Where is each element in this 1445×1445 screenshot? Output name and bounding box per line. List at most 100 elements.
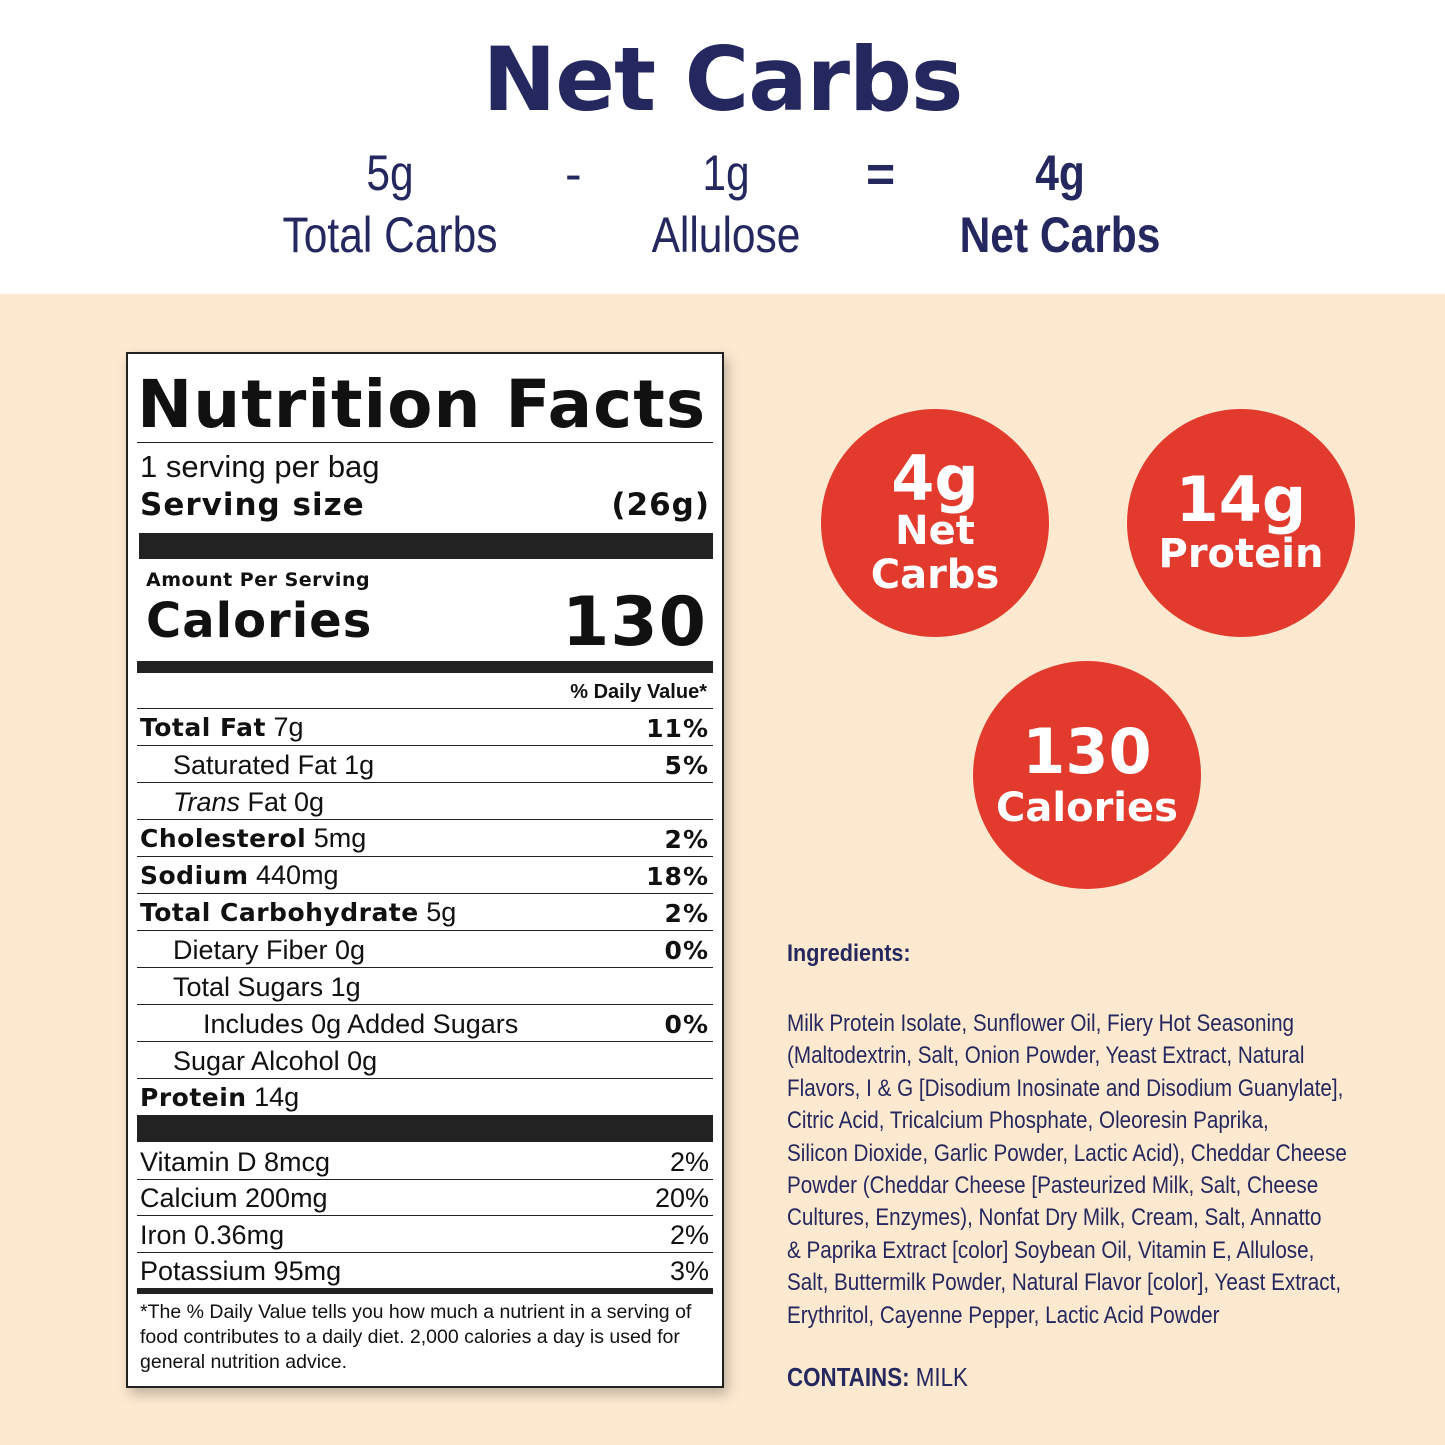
ingredients-heading: Ingredients: xyxy=(787,940,911,967)
nutrient-amount: 440mg xyxy=(256,860,339,890)
nutrient-amount: 5mg xyxy=(313,823,367,853)
nutrient-row: Saturated Fat 1g 5% xyxy=(137,745,713,782)
nutrient-name: Sodium xyxy=(140,861,249,890)
nutrient-name: Total Fat xyxy=(140,713,266,742)
nutrient-name: Cholesterol xyxy=(140,824,307,853)
nutrient-name: Total Sugars 1g xyxy=(173,972,361,1002)
net-carbs-badge: 4g Net Carbs xyxy=(821,409,1049,637)
allulose-term: 1g Allulose xyxy=(599,142,854,266)
equals-sign: = xyxy=(866,146,896,202)
serving-size: Serving size (26g) xyxy=(137,487,713,533)
nutrient-name: Includes 0g Added Sugars xyxy=(203,1009,519,1039)
nutrient-name-cell: Total Fat 7g xyxy=(140,712,304,743)
vitamin-name: Calcium 200mg xyxy=(140,1183,328,1213)
vitamin-daily-value: 20% xyxy=(654,1183,709,1213)
nutrient-daily-value: 5% xyxy=(664,751,709,780)
nutrient-row: Total Fat 7g 11% xyxy=(137,708,713,745)
net-carbs-label: Net Carbs xyxy=(959,207,1161,263)
nutrient-amount: 7g xyxy=(273,712,304,742)
protein-badge: 14g Protein xyxy=(1127,409,1355,637)
nutrient-daily-value: 0% xyxy=(664,1010,709,1039)
nutrient-row: Cholesterol 5mg 2% xyxy=(137,819,713,856)
vitamin-row: Iron 0.36mg 2% xyxy=(137,1215,713,1252)
nutrient-daily-value: 2% xyxy=(664,825,709,854)
vitamin-daily-value: 2% xyxy=(669,1146,709,1177)
nutrient-name-cell: Dietary Fiber 0g xyxy=(140,935,365,965)
ingredients-line: Milk Protein Isolate, Sunflower Oil, Fie… xyxy=(787,1010,1295,1037)
allulose-label: Allulose xyxy=(651,207,801,263)
nutrient-row: Includes 0g Added Sugars 0% xyxy=(137,1004,713,1041)
allergen-statement: CONTAINS: MILK xyxy=(787,1362,968,1393)
vitamin-name: Vitamin D 8mcg xyxy=(140,1146,331,1177)
nutrient-amount: Fat 0g xyxy=(247,787,325,817)
nutrient-row: Dietary Fiber 0g 0% xyxy=(137,930,713,967)
minus-sign: - xyxy=(565,146,582,202)
ingredients-line: & Paprika Extract [color] Soybean Oil, V… xyxy=(787,1236,1315,1264)
net-carbs-header: Net Carbs 5g Total Carbs - 1g Allulose =… xyxy=(0,0,1445,294)
ingredients-line: Citric Acid, Tricalcium Phosphate, Oleor… xyxy=(787,1107,1269,1135)
amount-per-serving: Amount Per Serving xyxy=(146,569,371,591)
ingredients-line: Salt, Buttermilk Powder, Natural Flavor … xyxy=(787,1269,1342,1297)
nutrient-row: Protein 14g xyxy=(137,1078,713,1115)
vitamin-list: Vitamin D 8mcg 2% Calcium 200mg 20% Iron 0.3… xyxy=(137,1142,713,1288)
vitamin-daily-value: 2% xyxy=(669,1219,709,1250)
servings-per-container: 1 serving per bag xyxy=(140,449,380,484)
badge-label: Net Carbs xyxy=(870,508,1000,598)
nutrient-daily-value: 0% xyxy=(664,936,709,965)
allulose-value: 1g xyxy=(702,145,750,201)
calories-value: 130 xyxy=(562,583,707,662)
vitamin-row: Potassium 95mg 3% xyxy=(137,1251,713,1289)
nutrient-name: Protein xyxy=(140,1083,247,1112)
serving-size-value: (26g) xyxy=(611,487,710,523)
vitamin-row: Vitamin D 8mcg 2% xyxy=(137,1142,713,1179)
ingredients-line: Erythritol, Cayenne Pepper, Lactic Acid … xyxy=(787,1301,1220,1329)
nutrient-name: Saturated Fat 1g xyxy=(173,750,375,780)
nutrient-name: Trans xyxy=(173,787,241,817)
total-carbs-term: 5g Total Carbs xyxy=(263,142,518,266)
vitamin-daily-value: 3% xyxy=(669,1256,709,1286)
nutrient-daily-value: 18% xyxy=(646,862,709,891)
nutrient-daily-value: 2% xyxy=(664,899,709,928)
vitamin-name: Iron 0.36mg xyxy=(140,1219,285,1250)
nutrient-name-cell: Protein 14g xyxy=(140,1082,299,1113)
daily-value-header: % Daily Value* xyxy=(570,681,707,703)
contains-value: MILK xyxy=(915,1362,968,1392)
nutrition-facts-title: Nutrition Facts xyxy=(137,366,707,443)
badge-value: 14g xyxy=(1175,463,1307,536)
nutrient-name-cell: Includes 0g Added Sugars xyxy=(140,1009,518,1039)
calories-label: Calories xyxy=(146,593,373,649)
ingredients-line: Powder (Cheddar Cheese [Pasteurized Milk… xyxy=(787,1172,1319,1200)
nutrient-name-cell: Total Sugars 1g xyxy=(140,972,361,1002)
ingredients-line: (Maltodextrin, Salt, Onion Powder, Yeast… xyxy=(787,1042,1305,1070)
ingredients-line: Silicon Dioxide, Garlic Powder, Lactic A… xyxy=(787,1139,1347,1167)
nutrient-name-cell: Sodium 440mg xyxy=(140,860,339,891)
serving-size-label: Serving size xyxy=(140,487,365,523)
nutrient-name-cell: Trans Fat 0g xyxy=(140,787,324,817)
nutrient-name: Dietary Fiber 0g xyxy=(173,935,366,965)
ingredients-line: Flavors, I & G [Disodium Inosinate and D… xyxy=(787,1074,1344,1102)
nutrition-facts-label: Nutrition Facts 1 serving per bag Servin… xyxy=(126,352,724,1388)
ingredients-text: Milk Protein Isolate, Sunflower Oil, Fie… xyxy=(787,1008,1438,1332)
nutrient-daily-value: 11% xyxy=(646,714,709,743)
nutrient-row: Sugar Alcohol 0g xyxy=(137,1041,713,1078)
footnote: *The % Daily Value tells you how much a … xyxy=(140,1301,692,1373)
nutrient-row: Total Carbohydrate 5g 2% xyxy=(137,893,713,930)
calories-badge: 130 Calories xyxy=(973,661,1201,889)
nutrient-row: Sodium 440mg 18% xyxy=(137,856,713,893)
nutrient-name: Sugar Alcohol 0g xyxy=(173,1046,378,1076)
badge-value: 130 xyxy=(1022,715,1152,788)
nutrient-amount: 5g xyxy=(426,897,457,927)
net-carbs-value: 4g xyxy=(1035,145,1085,201)
vitamin-name: Potassium 95mg xyxy=(140,1256,342,1286)
nutrient-list: Total Fat 7g 11% Saturated Fat 1g 5% Trans … xyxy=(137,708,713,1115)
nutrient-name-cell: Total Carbohydrate 5g xyxy=(140,897,456,928)
net-carbs-term: 4g Net Carbs xyxy=(933,142,1188,266)
ingredients-section: Ingredients: Milk Protein Isolate, Sunfl… xyxy=(787,940,1438,1332)
calories-row: Calories 130 xyxy=(137,583,713,662)
nutrient-name: Total Carbohydrate xyxy=(140,898,419,927)
nutrient-name-cell: Sugar Alcohol 0g xyxy=(140,1046,377,1076)
nutrient-name-cell: Saturated Fat 1g xyxy=(140,750,374,780)
badge-label: Protein xyxy=(1158,531,1324,577)
page-title: Net Carbs xyxy=(482,28,964,131)
contains-label: CONTAINS: xyxy=(787,1362,910,1392)
